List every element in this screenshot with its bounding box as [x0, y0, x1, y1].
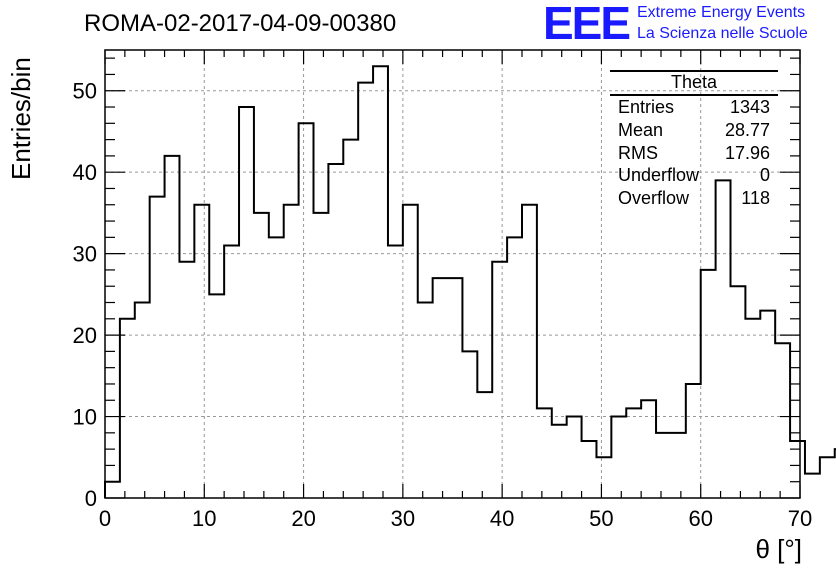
y-tick-label: 0 — [85, 486, 97, 511]
histogram-step-line — [104, 65, 836, 498]
y-tick-label: 10 — [73, 405, 97, 430]
x-tick-label: 30 — [391, 506, 415, 531]
stats-label: Underflow — [618, 165, 700, 186]
x-axis-label: θ [°] — [755, 534, 802, 564]
x-tick-label: 70 — [788, 506, 812, 531]
stats-label: Overflow — [618, 188, 690, 209]
stats-value: 0 — [759, 165, 770, 186]
logo-caption-line1: Extreme Energy Events — [637, 4, 806, 21]
y-axis-label: Entries/bin — [6, 57, 36, 180]
stats-value: 17.96 — [724, 142, 770, 163]
x-tick-label: 20 — [291, 506, 315, 531]
run-title: ROMA-02-2017-04-09-00380 — [84, 10, 397, 37]
stats-box: Theta Entries 1343 Mean 28.77 RMS 17.96 … — [610, 70, 778, 210]
y-tick-label: 40 — [73, 160, 97, 185]
stats-value: 1343 — [729, 97, 770, 117]
stats-label: Mean — [618, 119, 664, 140]
stats-value: 118 — [741, 188, 770, 209]
stats-row-underflow: Underflow 0 — [610, 164, 778, 187]
x-tick-label: 0 — [99, 506, 111, 531]
stats-row-overflow: Overflow 118 — [610, 187, 778, 210]
logo-caption: Extreme Energy Events La Scienza nelle S… — [637, 2, 808, 44]
stats-row-rms: RMS 17.96 — [610, 142, 778, 165]
stats-label: Entries — [618, 97, 675, 117]
x-tick-label: 40 — [490, 506, 514, 531]
y-tick-label: 30 — [73, 242, 97, 267]
eee-logo: EEE — [543, 0, 631, 49]
stats-label: RMS — [618, 142, 658, 163]
stats-row-entries: Entries 1343 — [610, 96, 778, 119]
stats-row-mean: Mean 28.77 — [610, 119, 778, 142]
x-tick-label: 50 — [589, 506, 613, 531]
y-tick-label: 20 — [73, 323, 97, 348]
axis-ticks — [104, 50, 801, 499]
logo-caption-line2: La Scienza nelle Scuole — [637, 25, 808, 42]
y-tick-label: 50 — [73, 79, 97, 104]
stats-title: Theta — [610, 70, 778, 96]
axis-tick-labels: 0 10 20 30 40 50 60 70 0 10 20 30 40 50 — [73, 79, 813, 531]
stats-value: 28.77 — [724, 119, 770, 140]
plot-frame — [104, 49, 801, 499]
x-tick-label: 60 — [688, 506, 712, 531]
x-tick-label: 10 — [192, 506, 216, 531]
